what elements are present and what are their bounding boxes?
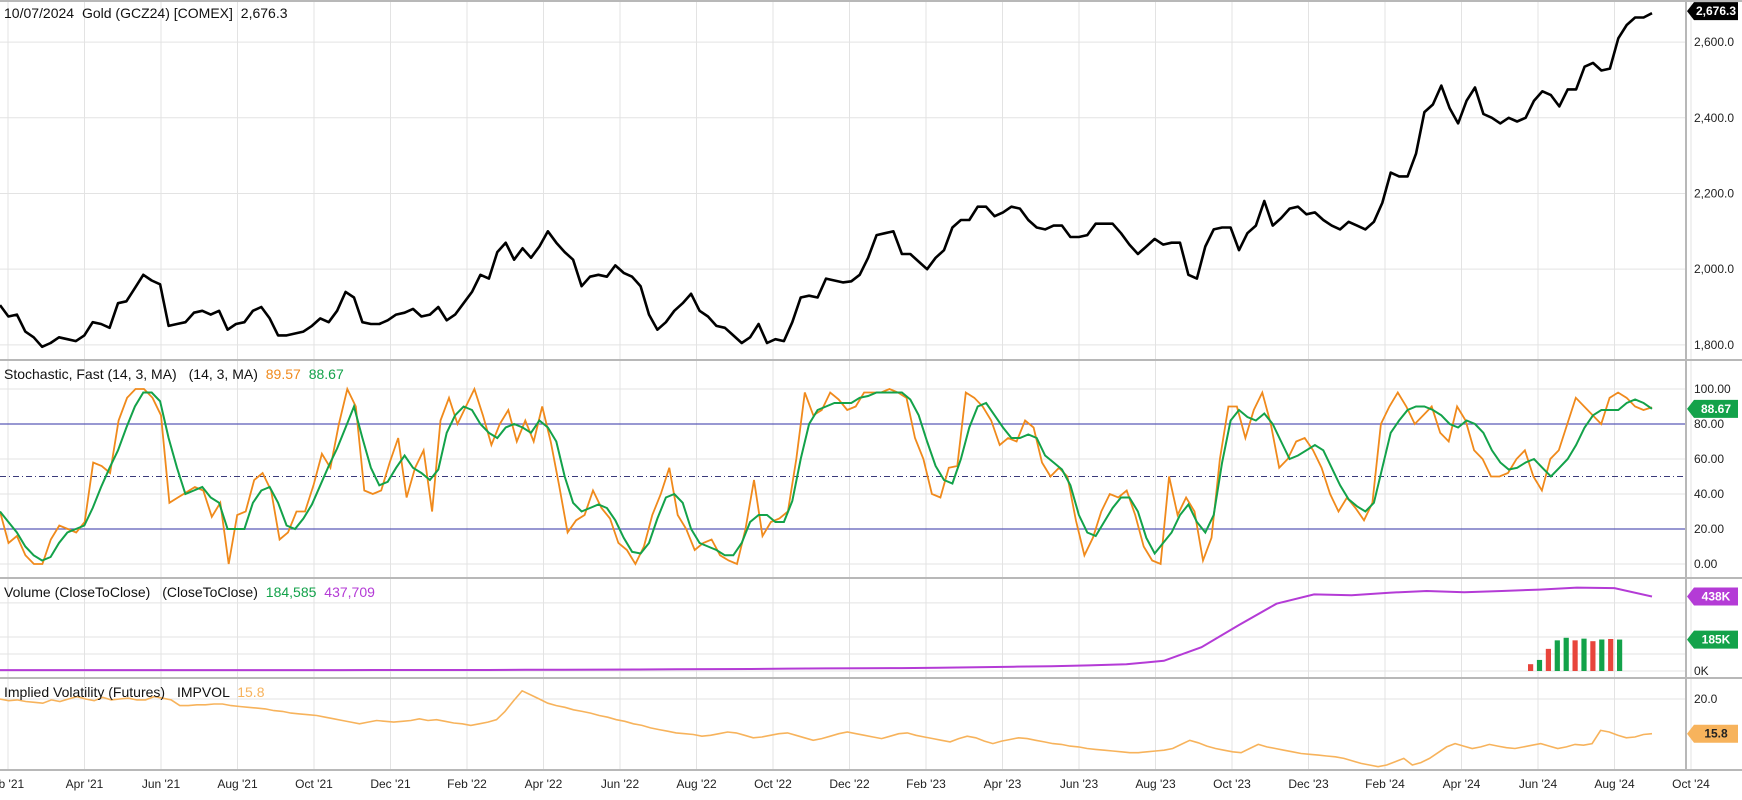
iv-last-tag-text: 15.8 <box>1704 727 1728 741</box>
price-last-tag: 2,676.3 <box>1687 2 1738 21</box>
x-tick-label: Jun '22 <box>601 777 640 791</box>
x-tick-label: Dec '21 <box>370 777 411 791</box>
stoch-last-tag: 88.67 <box>1687 399 1738 418</box>
volume-tag-shape <box>1687 630 1738 649</box>
tag-layer: 2,676.3 88.67 438K 185K 15.8 <box>1687 2 1738 743</box>
price-date: 10/07/2024 <box>4 5 74 21</box>
price-tick-label: 2,200.0 <box>1694 186 1734 200</box>
x-tick-label: Aug '23 <box>1135 777 1176 791</box>
open-interest-tag-shape <box>1687 587 1738 606</box>
price-line <box>0 12 1653 349</box>
x-tick-label: Dec '22 <box>829 777 870 791</box>
volume-bar <box>1528 664 1534 671</box>
x-tick-label: Apr '21 <box>66 777 104 791</box>
volume-value: 184,585 <box>266 584 317 600</box>
price-tick-label: 2,600.0 <box>1694 35 1734 49</box>
x-tick-label: Aug '21 <box>217 777 258 791</box>
price-symbol: Gold (GCZ24) [COMEX] <box>82 5 233 21</box>
series-layer <box>0 12 1686 768</box>
stoch-tick-label: 40.00 <box>1694 487 1724 501</box>
price-last-tag-shape <box>1687 2 1738 21</box>
stoch-last-tag-text: 88.67 <box>1701 402 1731 416</box>
x-tick-label: Apr '24 <box>1443 777 1481 791</box>
stoch-title: Stochastic, Fast (14, 3, MA) (14, 3, MA)… <box>4 366 344 382</box>
price-last-value: 2,676.3 <box>241 5 288 21</box>
stoch-k-line <box>0 386 1653 566</box>
x-tick-label: Feb '22 <box>447 777 487 791</box>
x-tick-label: eb '21 <box>0 777 24 791</box>
stoch-d-line <box>0 391 1653 562</box>
volume-tag-text: 185K <box>1702 633 1731 647</box>
stoch-d-value: 88.67 <box>309 366 344 382</box>
iv-value: 15.8 <box>237 684 264 700</box>
volume-bar <box>1590 641 1596 671</box>
stoch-tick-label: 0.00 <box>1694 557 1718 571</box>
stoch-last-tag-shape <box>1687 399 1738 418</box>
price-tick-label: 2,400.0 <box>1694 111 1734 125</box>
iv-last-tag: 15.8 <box>1687 724 1738 743</box>
axis-layer: eb '21 Apr '21 Jun '21 Aug '21 Oct '21 Dec '2… <box>0 35 1734 791</box>
volume-bar <box>1554 640 1560 671</box>
stoch-tick-label: 60.00 <box>1694 452 1724 466</box>
x-tick-label: Dec '23 <box>1288 777 1329 791</box>
x-tick-label: Oct '21 <box>295 777 333 791</box>
volume-bar <box>1572 640 1578 671</box>
price-last-tag-text: 2,676.3 <box>1696 4 1736 18</box>
x-tick-label: Aug '24 <box>1594 777 1635 791</box>
volume-title: Volume (CloseToClose) (CloseToClose) 184… <box>4 584 375 600</box>
x-tick-label: Oct '24 <box>1672 777 1710 791</box>
open-interest-tag: 438K <box>1687 587 1738 606</box>
volume-bar <box>1536 659 1543 671</box>
stoch-tick-label: 100.00 <box>1694 382 1731 396</box>
open-interest-tag-text: 438K <box>1702 589 1731 603</box>
open-interest-value: 437,709 <box>324 584 375 600</box>
x-tick-label: Apr '23 <box>984 777 1022 791</box>
open-interest-line <box>0 586 1653 672</box>
stoch-title-params: (14, 3, MA) <box>189 366 258 382</box>
iv-line <box>0 689 1653 768</box>
volume-title-params: (CloseToClose) <box>162 584 258 600</box>
stoch-tick-label: 80.00 <box>1694 417 1724 431</box>
volume-bar <box>1608 638 1614 671</box>
volume-bar <box>1599 639 1605 671</box>
volume-tick-label: 0K <box>1694 664 1709 678</box>
iv-title: Implied Volatility (Futures) IMPVOL 15.8 <box>4 684 265 700</box>
x-tick-label: Jun '24 <box>1519 777 1558 791</box>
iv-tick-label: 20.0 <box>1694 692 1718 706</box>
iv-title-name: Implied Volatility (Futures) <box>4 684 165 700</box>
volume-bar <box>1581 638 1587 671</box>
stoch-title-name: Stochastic, Fast (14, 3, MA) <box>4 366 177 382</box>
x-tick-label: Jun '21 <box>142 777 181 791</box>
x-tick-label: Oct '22 <box>754 777 792 791</box>
x-tick-label: Aug '22 <box>676 777 717 791</box>
price-title: 10/07/2024 Gold (GCZ24) [COMEX] 2,676.3 <box>4 5 288 21</box>
price-tick-label: 2,000.0 <box>1694 262 1734 276</box>
x-tick-label: Jun '23 <box>1060 777 1099 791</box>
volume-tag: 185K <box>1687 630 1738 649</box>
volume-bar <box>1617 639 1623 671</box>
x-tick-label: Apr '22 <box>525 777 563 791</box>
x-tick-label: Feb '24 <box>1365 777 1405 791</box>
iv-title-params: IMPVOL <box>177 684 230 700</box>
grid-layer <box>0 2 1692 770</box>
iv-last-tag-shape <box>1687 724 1738 743</box>
x-tick-label: Oct '23 <box>1213 777 1251 791</box>
volume-bar <box>1545 648 1551 671</box>
x-tick-label: Feb '23 <box>906 777 946 791</box>
price-tick-label: 1,800.0 <box>1694 338 1734 352</box>
stoch-k-value: 89.57 <box>266 366 301 382</box>
volume-title-name: Volume (CloseToClose) <box>4 584 150 600</box>
stoch-tick-label: 20.00 <box>1694 522 1724 536</box>
volume-bar <box>1563 637 1569 671</box>
